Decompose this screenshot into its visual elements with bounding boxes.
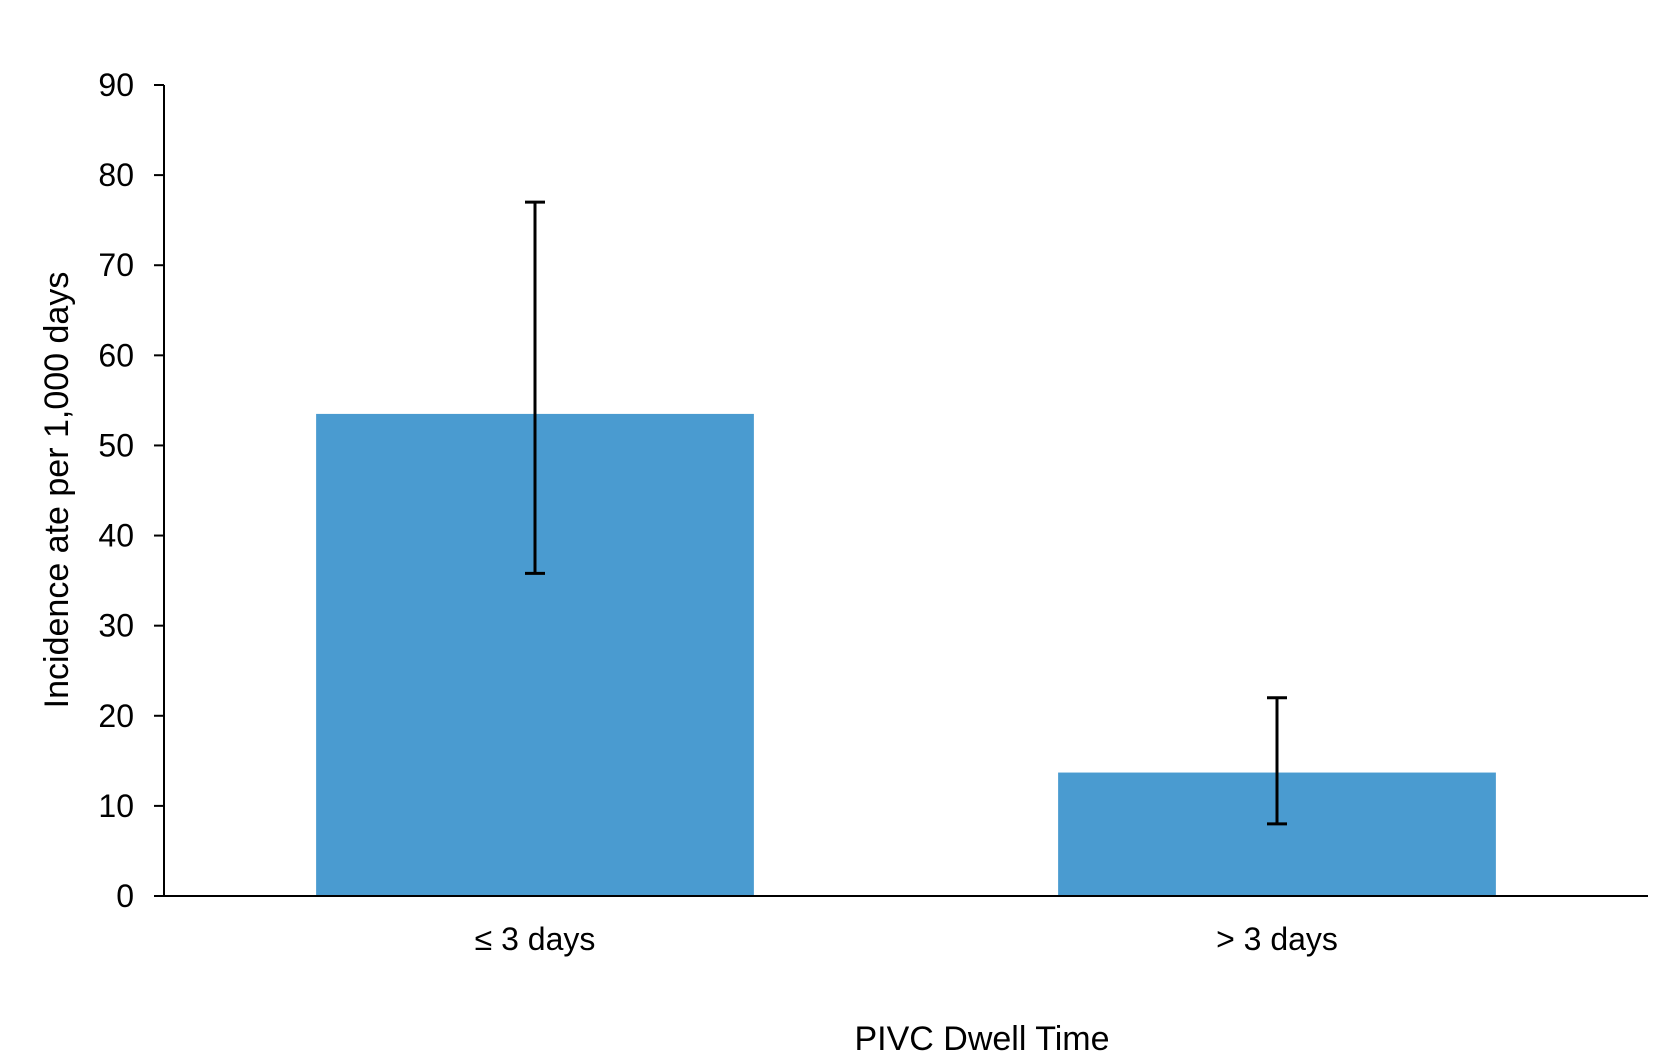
- y-tick-label: 0: [116, 878, 134, 914]
- y-tick-label: 20: [98, 698, 134, 734]
- y-axis-title: Incidence ate per 1,000 days: [38, 272, 76, 709]
- x-tick-labels-group: ≤ 3 days > 3 days: [475, 921, 1338, 957]
- error-bar-2: [1267, 696, 1287, 826]
- y-ticks-group: 0 10 20 30 40 50 60 70 80 90: [98, 67, 164, 914]
- y-tick-label: 80: [98, 157, 134, 193]
- error-bar-1: [525, 200, 545, 575]
- y-tick-label: 40: [98, 518, 134, 554]
- y-tick-label: 60: [98, 337, 134, 373]
- bars-group: [316, 413, 1496, 896]
- y-tick-label: 90: [98, 67, 134, 103]
- x-tick-label: > 3 days: [1216, 921, 1338, 957]
- y-tick-label: 10: [98, 788, 134, 824]
- y-tick-label: 30: [98, 608, 134, 644]
- x-tick-label: ≤ 3 days: [475, 921, 596, 957]
- y-tick-label: 70: [98, 247, 134, 283]
- x-axis-title: PIVC Dwell Time: [854, 1020, 1109, 1058]
- error-bars-group: [525, 200, 1287, 826]
- y-tick-label: 50: [98, 427, 134, 463]
